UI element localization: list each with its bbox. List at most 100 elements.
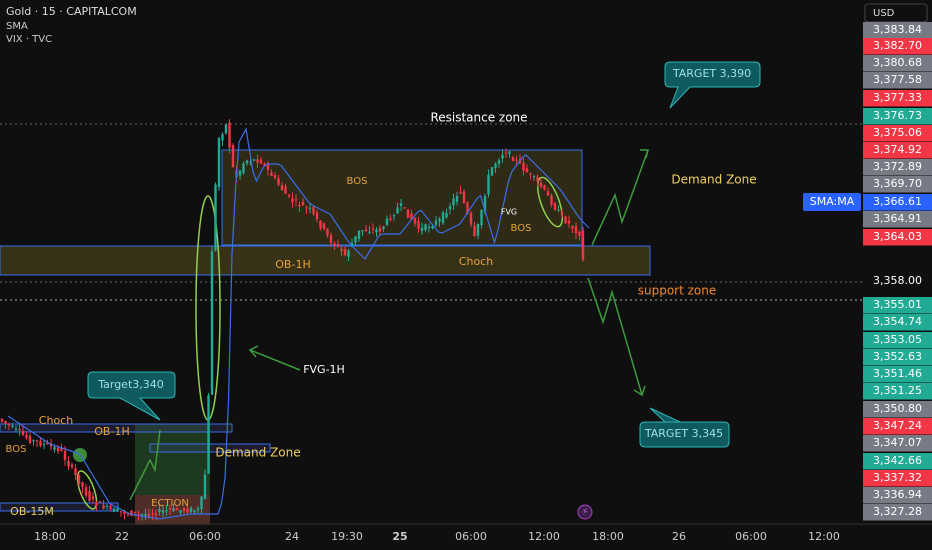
- candle-body: [263, 163, 266, 166]
- candle-body: [186, 508, 189, 513]
- callout-text: Target3,340: [97, 378, 164, 391]
- candle-body: [312, 207, 315, 214]
- price-label-bg: [863, 72, 932, 89]
- candle-body: [445, 213, 448, 218]
- candle-body: [28, 435, 32, 443]
- time-label: 26: [672, 530, 686, 543]
- candle-body: [322, 223, 326, 229]
- price-label-bg: [863, 366, 932, 383]
- candle-body: [494, 163, 497, 169]
- price-label: 3,382.70: [873, 39, 922, 52]
- candle-body: [473, 225, 476, 236]
- ob-box: [0, 245, 651, 276]
- candle-body: [21, 430, 25, 435]
- candle-body: [273, 175, 277, 178]
- candle-body: [319, 220, 322, 229]
- candle-body: [270, 172, 273, 177]
- candle-body: [434, 220, 438, 225]
- candle-body: [98, 501, 102, 503]
- candle-body: [214, 184, 217, 251]
- candle-body: [179, 510, 182, 513]
- price-label-bg: [863, 273, 932, 290]
- price-label-bg: [863, 159, 932, 176]
- candle-body: [88, 491, 91, 501]
- sma-line: [7, 127, 590, 520]
- candle-body: [137, 513, 140, 515]
- price-label: 3,351.25: [873, 384, 922, 397]
- candles: [0, 119, 585, 521]
- candle-body: [406, 209, 410, 218]
- candle-body: [109, 505, 112, 510]
- candle-body: [53, 447, 56, 450]
- candle-body: [438, 218, 441, 222]
- candle-body: [361, 230, 364, 232]
- candle-body: [35, 440, 39, 442]
- candle-body: [368, 231, 371, 233]
- candle-body: [74, 468, 77, 476]
- candle-body: [280, 185, 284, 191]
- price-label-bg: [863, 108, 932, 125]
- price-label-bg: [863, 332, 932, 349]
- candle-body: [480, 209, 483, 225]
- candle-body: [140, 514, 144, 516]
- indicator-name: VIX · TVC: [6, 34, 52, 45]
- candle-body: [228, 122, 231, 148]
- ob-box: [149, 443, 271, 453]
- candle-body: [7, 424, 11, 426]
- annotation: Resistance zone: [430, 111, 527, 125]
- candle-body: [39, 440, 42, 446]
- highlight-ellipse: [76, 470, 98, 510]
- candle-body: [490, 167, 494, 176]
- candle-body: [175, 508, 179, 511]
- price-label-bg: [863, 176, 932, 193]
- candle-body: [557, 210, 560, 212]
- candle-body: [375, 229, 378, 233]
- ob-box: [0, 423, 233, 433]
- candle-body: [161, 510, 165, 513]
- candle-body: [284, 186, 287, 194]
- price-label-bg: [863, 297, 932, 314]
- indicator-tag-text: SMA:MA: [810, 195, 855, 208]
- price-label-bg: [863, 401, 932, 418]
- candle-body: [550, 195, 553, 205]
- candle-body: [539, 182, 543, 187]
- candle-body: [203, 474, 207, 500]
- time-label: 25: [392, 530, 407, 543]
- candle-body: [245, 160, 249, 164]
- candle-body: [553, 203, 557, 210]
- price-label-bg: [863, 90, 932, 107]
- annotation: ECTION: [151, 498, 189, 509]
- price-label: 3,351.46: [873, 367, 922, 380]
- candle-body: [420, 227, 424, 231]
- candle-body: [154, 513, 158, 516]
- candle-body: [343, 249, 347, 255]
- candle-body: [336, 244, 340, 247]
- candle-body: [84, 487, 88, 496]
- event-icon-glyph: ⚡: [582, 508, 588, 518]
- symbol-title: Gold · 15 · CAPITALCOM: [6, 5, 137, 18]
- callout: [87, 371, 176, 421]
- candle-body: [133, 511, 137, 513]
- candle-body: [217, 138, 221, 188]
- price-label: 3,358.00: [873, 274, 922, 287]
- candle-body: [259, 159, 263, 164]
- currency[interactable]: USD: [873, 8, 895, 19]
- candle-body: [126, 513, 130, 515]
- candle-body: [67, 460, 70, 467]
- annotation: FVG-1H: [303, 363, 345, 376]
- candle-body: [0, 418, 4, 422]
- price-label: 3,372.89: [873, 160, 922, 173]
- time-label: 06:00: [189, 530, 221, 543]
- candle-body: [371, 228, 375, 230]
- annotation: support zone: [638, 284, 717, 298]
- candle-body: [266, 163, 270, 170]
- price-label-bg: [863, 453, 932, 470]
- candle-body: [42, 444, 46, 446]
- candle-body: [102, 505, 105, 509]
- candle-body: [504, 152, 508, 154]
- candle-body: [483, 196, 487, 212]
- candle-body: [256, 159, 259, 163]
- price-label: 3,375.06: [873, 126, 922, 139]
- candle-body: [333, 243, 336, 246]
- price-label-bg: [863, 38, 932, 55]
